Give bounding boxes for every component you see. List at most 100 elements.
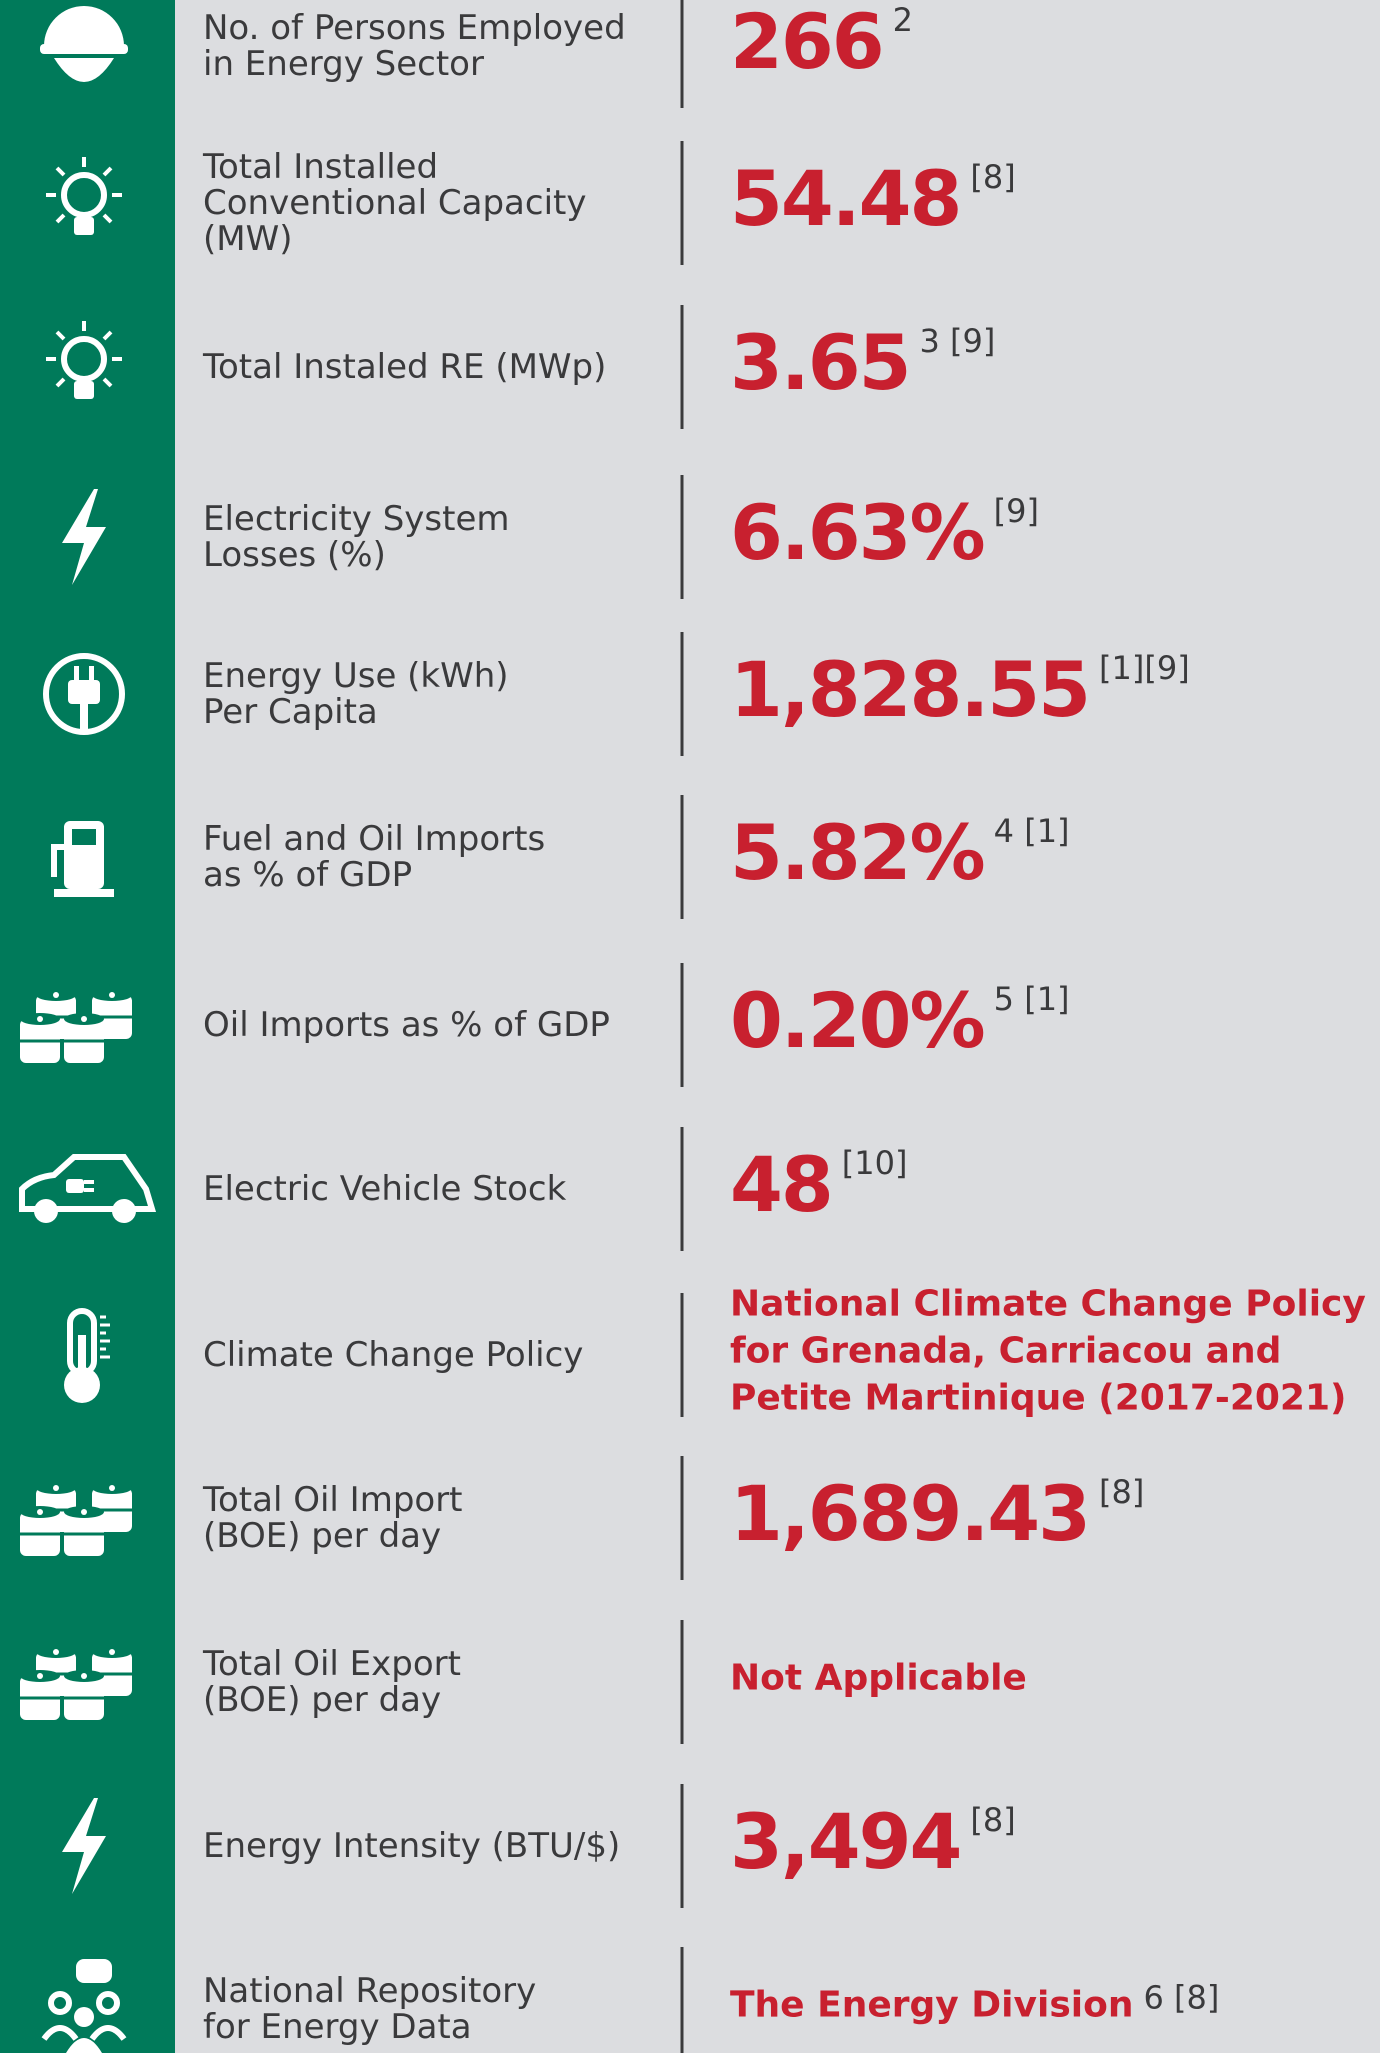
row-label: Climate Change Policy [203,1337,673,1373]
row-label: Energy Intensity (BTU/$) [203,1828,673,1864]
value-text: 6.63% [730,488,986,577]
row-label: Total Instaled RE (MWp) [203,349,673,385]
footnote: [8] [970,1801,1016,1839]
icon [62,1798,106,1894]
row-value: 3,494 [8] [730,1800,1370,1884]
value-text: 0.20% [730,976,986,1065]
icon [64,1308,110,1403]
footnote: [9] [993,492,1039,530]
label-line: Electric Vehicle Stock [203,1169,567,1209]
row-value: National Climate Change Policy for Grenad… [730,1281,1370,1422]
icon [62,489,106,585]
row-label: Energy Use (kWh) Per Capita [203,658,673,730]
row-value: 266 2 [730,0,1370,84]
label-line: Electricity System [203,499,510,539]
row-label: Total Oil Export (BOE) per day [203,1646,673,1718]
icon [19,1154,157,1223]
value-line: National Climate Change Policy [730,1283,1366,1325]
label-line: Climate Change Policy [203,1335,584,1375]
label-line: in Energy Sector [203,44,484,84]
value-text: The Energy Division [730,1982,1133,2029]
value-line: 5.82% [730,808,986,897]
label-line: Conventional Capacity [203,183,587,223]
label-line: Total Oil Import [203,1480,463,1520]
row-value: 1,828.55 [1][9] [730,648,1370,732]
value-text: Not Applicable [730,1655,1027,1702]
value-line: 1,689.43 [730,1469,1091,1558]
value-line: 1,828.55 [730,645,1091,734]
value-line: 3.65 [730,318,912,407]
icon [20,989,132,1063]
icon [40,6,128,82]
footnote: 4 [1] [993,812,1070,850]
label-line: Energy Intensity (BTU/$) [203,1826,621,1866]
label-line: Losses (%) [203,535,386,575]
value-text: 48 [730,1140,834,1229]
row-label: Fuel and Oil Imports as % of GDP [203,821,673,893]
label-line: Total Instaled RE (MWp) [203,347,607,387]
label-line: Fuel and Oil Imports [203,819,546,859]
label-line: for Energy Data [203,2007,472,2047]
row-label: Electricity System Losses (%) [203,501,673,573]
footnote: 6 [8] [1143,1978,1220,2017]
footnote: 3 [9] [919,322,996,360]
row-label: Total Installed Conventional Capacity (MW) [203,149,673,257]
row-value: 0.20% 5 [1] [730,979,1370,1063]
row-value: 5.82% 4 [1] [730,811,1370,895]
value-line: 48 [730,1140,834,1229]
label-line: Total Installed [203,147,439,187]
footnote: [8] [1099,1473,1145,1511]
row-label: National Repository for Energy Data [203,1973,673,2045]
label-line: (BOE) per day [203,1680,442,1720]
value-text: 1,828.55 [730,645,1091,734]
icon [51,821,114,897]
row-value: 48 [10] [730,1143,1370,1227]
row-value: 3.65 3 [9] [730,321,1370,405]
row-label: Electric Vehicle Stock [203,1171,673,1207]
row-value: 1,689.43 [8] [730,1472,1370,1556]
icon [46,321,122,399]
row-label: Oil Imports as % of GDP [203,1007,673,1043]
row-value: The Energy Division 6 [8] [730,1982,1370,2029]
value-line: 6.63% [730,488,986,577]
row-label: No. of Persons Employed in Energy Sector [203,10,673,82]
label-line: Per Capita [203,692,378,732]
value-line: The Energy Division [730,1984,1134,2026]
value-text: 3.65 [730,318,912,407]
footnote: 5 [1] [993,980,1070,1018]
label-line: (BOE) per day [203,1516,442,1556]
value-line: 3,494 [730,1797,962,1886]
value-text: 1,689.43 [730,1469,1091,1558]
label-line: National Repository [203,1971,537,2011]
icon [46,157,122,235]
footnote: [1][9] [1099,649,1190,687]
row-value: 6.63% [9] [730,491,1370,575]
value-line: 54.48 [730,154,962,243]
label-line: as % of GDP [203,855,413,895]
value-line: for Grenada, Carriacou and [730,1330,1282,1372]
footnote: [8] [970,158,1016,196]
value-line: 266 [730,0,885,86]
label-line: (MW) [203,219,293,259]
footnote: [10] [841,1144,908,1182]
row-label: Total Oil Import (BOE) per day [203,1482,673,1554]
icon [43,653,125,735]
label-line: Energy Use (kWh) [203,656,509,696]
value-text: 3,494 [730,1797,962,1886]
row-value: 54.48 [8] [730,157,1370,241]
value-text: National Climate Change Policy for Grenad… [730,1281,1366,1422]
label-line: Total Oil Export [203,1644,461,1684]
value-text: 266 [730,0,885,86]
value-line: 0.20% [730,976,986,1065]
footnote: 2 [892,1,914,39]
label-line: No. of Persons Employed [203,8,626,48]
value-text: 5.82% [730,808,986,897]
value-line: Not Applicable [730,1657,1027,1699]
label-line: Oil Imports as % of GDP [203,1005,610,1045]
icon [41,1959,127,2053]
icon [20,1646,132,1720]
value-text: 54.48 [730,154,962,243]
value-line: Petite Martinique (2017-2021) [730,1377,1347,1419]
